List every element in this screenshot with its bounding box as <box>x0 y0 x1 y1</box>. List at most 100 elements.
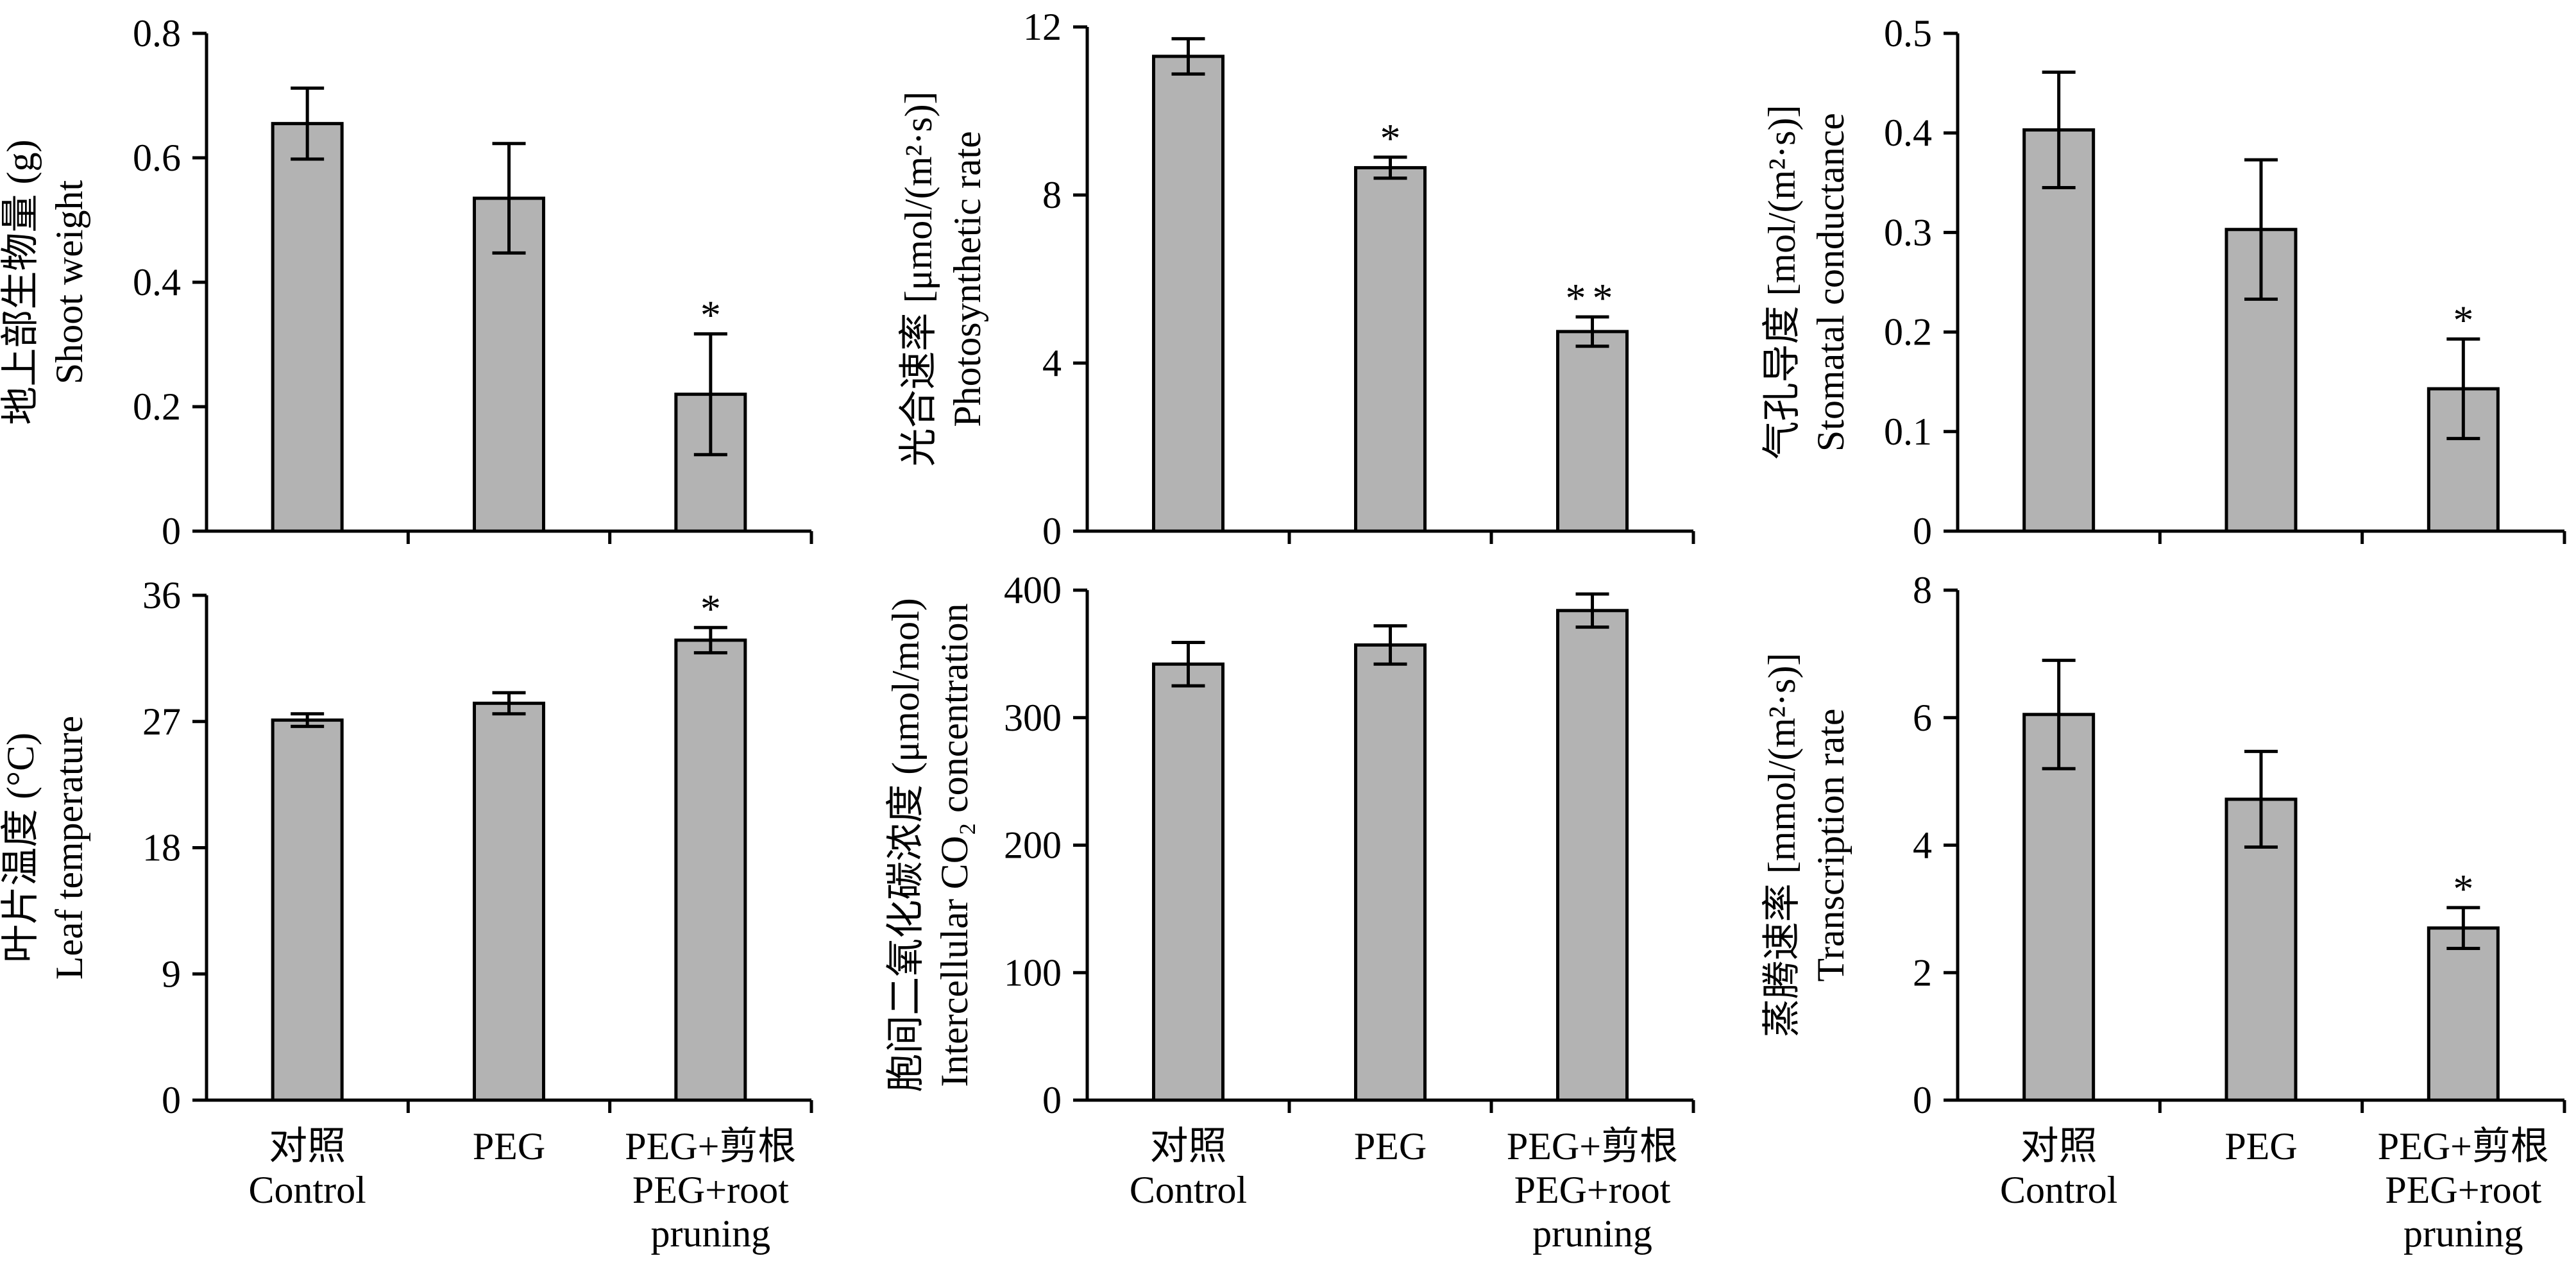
error-bar <box>1373 624 1407 666</box>
x-category-label: PEG <box>1354 1125 1427 1167</box>
significance-mark: * <box>700 586 721 631</box>
y-tick-label: 200 <box>1004 824 1062 867</box>
error-bar <box>2244 749 2278 849</box>
y-axis-label: 光合速率 [μmol/(m²·s)] <box>897 91 940 466</box>
y-tick-label: 8 <box>1913 569 1932 611</box>
error-bar <box>1373 155 1407 180</box>
y-axis-label: 叶片温度 (°C) <box>0 733 42 963</box>
y-tick-label: 0 <box>1913 510 1932 552</box>
y-tick-label: 0 <box>1913 1079 1932 1121</box>
error-bar <box>1575 592 1609 629</box>
y-tick-label: 0.5 <box>1884 12 1932 55</box>
y-tick-label: 0 <box>1042 1079 1062 1121</box>
y-axis-label: 胞间二氧化碳浓度 (μmol/mol) <box>885 598 927 1092</box>
y-axis-label: Intercellular CO₂ concentration <box>933 604 976 1087</box>
bar <box>1152 55 1224 533</box>
error-bar <box>1575 315 1609 348</box>
x-category-label: 对照 <box>1150 1125 1227 1167</box>
x-category-label: pruning <box>2403 1212 2523 1255</box>
error-bar <box>492 142 526 255</box>
bar <box>2022 713 2096 1102</box>
y-tick-label: 100 <box>1004 951 1062 994</box>
y-axis-label: Leaf temperature <box>48 716 90 980</box>
bar <box>271 122 344 533</box>
y-tick-label: 6 <box>1913 697 1932 739</box>
chart-panel-1: 0 0.2 0.4 0.6 0.8 * 地上部生物量 (g) Shoot weight <box>0 12 813 552</box>
bar <box>1556 330 1629 533</box>
error-bar <box>1171 37 1205 76</box>
bar <box>271 718 344 1102</box>
bar <box>473 701 545 1102</box>
significance-mark: * <box>700 293 721 338</box>
x-category-label: Control <box>2000 1169 2117 1211</box>
error-bar <box>693 625 727 655</box>
x-category-label: PEG+root <box>2385 1169 2541 1211</box>
x-category-label: PEG+root <box>1514 1169 1671 1211</box>
y-tick-label: 4 <box>1042 342 1062 384</box>
x-category-label: PEG+剪根 <box>1507 1125 1678 1167</box>
y-tick-label: 0 <box>1042 510 1062 552</box>
x-category-label: 对照 <box>2021 1125 2097 1167</box>
error-bar <box>1171 640 1205 688</box>
significance-mark: * <box>2453 297 2473 343</box>
error-bar <box>492 691 526 716</box>
y-tick-label: 0 <box>162 1079 181 1121</box>
significance-mark: * <box>2453 866 2473 912</box>
x-category-label: Control <box>1130 1169 1247 1211</box>
y-axis-label: 地上部生物量 (g) <box>0 140 42 425</box>
y-tick-label: 0.8 <box>133 12 181 55</box>
y-tick-label: 4 <box>1913 824 1932 867</box>
x-category-label: PEG <box>473 1125 545 1167</box>
y-tick-label: 0.6 <box>133 137 181 179</box>
error-bar <box>291 86 325 161</box>
bar <box>1556 609 1629 1102</box>
y-axis-label: 蒸腾速率 [mmol/(m²·s)] <box>1761 653 1803 1038</box>
error-bar <box>2446 906 2480 950</box>
y-tick-label: 2 <box>1913 951 1932 994</box>
y-tick-label: 36 <box>142 574 181 616</box>
y-tick-label: 0.3 <box>1884 211 1932 253</box>
y-tick-label: 8 <box>1042 174 1062 216</box>
error-bar <box>693 332 727 457</box>
y-tick-label: 12 <box>1023 6 1062 48</box>
x-category-label: 对照 <box>269 1125 346 1167</box>
y-tick-label: 0.1 <box>1884 411 1932 453</box>
x-category-label: Control <box>248 1169 366 1211</box>
bar <box>674 638 747 1102</box>
y-tick-label: 0 <box>162 510 181 552</box>
y-tick-label: 0.2 <box>133 386 181 428</box>
bar <box>2022 128 2096 533</box>
y-axis-label: Transcription rate <box>1809 708 1852 981</box>
error-bar <box>2244 158 2278 301</box>
y-tick-label: 18 <box>142 827 181 869</box>
y-tick-label: 27 <box>142 700 181 743</box>
bar <box>2427 926 2500 1102</box>
error-bar <box>2446 337 2480 441</box>
significance-mark: ** <box>1566 275 1620 321</box>
y-axis-label: Shoot weight <box>48 180 90 385</box>
bar <box>473 196 545 533</box>
error-bar <box>2042 658 2076 770</box>
y-axis-label: Photosynthetic rate <box>946 131 988 427</box>
y-tick-label: 400 <box>1004 569 1062 611</box>
error-bar <box>291 712 325 728</box>
error-bar <box>2042 71 2076 190</box>
y-tick-label: 300 <box>1004 697 1062 739</box>
bar <box>1152 662 1224 1102</box>
bar <box>1354 166 1427 533</box>
y-tick-label: 0.4 <box>133 261 181 303</box>
y-tick-label: 9 <box>162 953 181 995</box>
x-category-label: PEG <box>2224 1125 2297 1167</box>
significance-mark: * <box>1380 115 1401 161</box>
y-tick-label: 0.2 <box>1884 311 1932 353</box>
x-category-label: PEG+剪根 <box>2378 1125 2549 1167</box>
x-category-label: PEG+root <box>632 1169 789 1211</box>
bar <box>1354 643 1427 1102</box>
y-axis-label: 气孔导度 [mol/(m²·s)] <box>1761 105 1803 460</box>
x-category-label: pruning <box>1532 1212 1652 1255</box>
